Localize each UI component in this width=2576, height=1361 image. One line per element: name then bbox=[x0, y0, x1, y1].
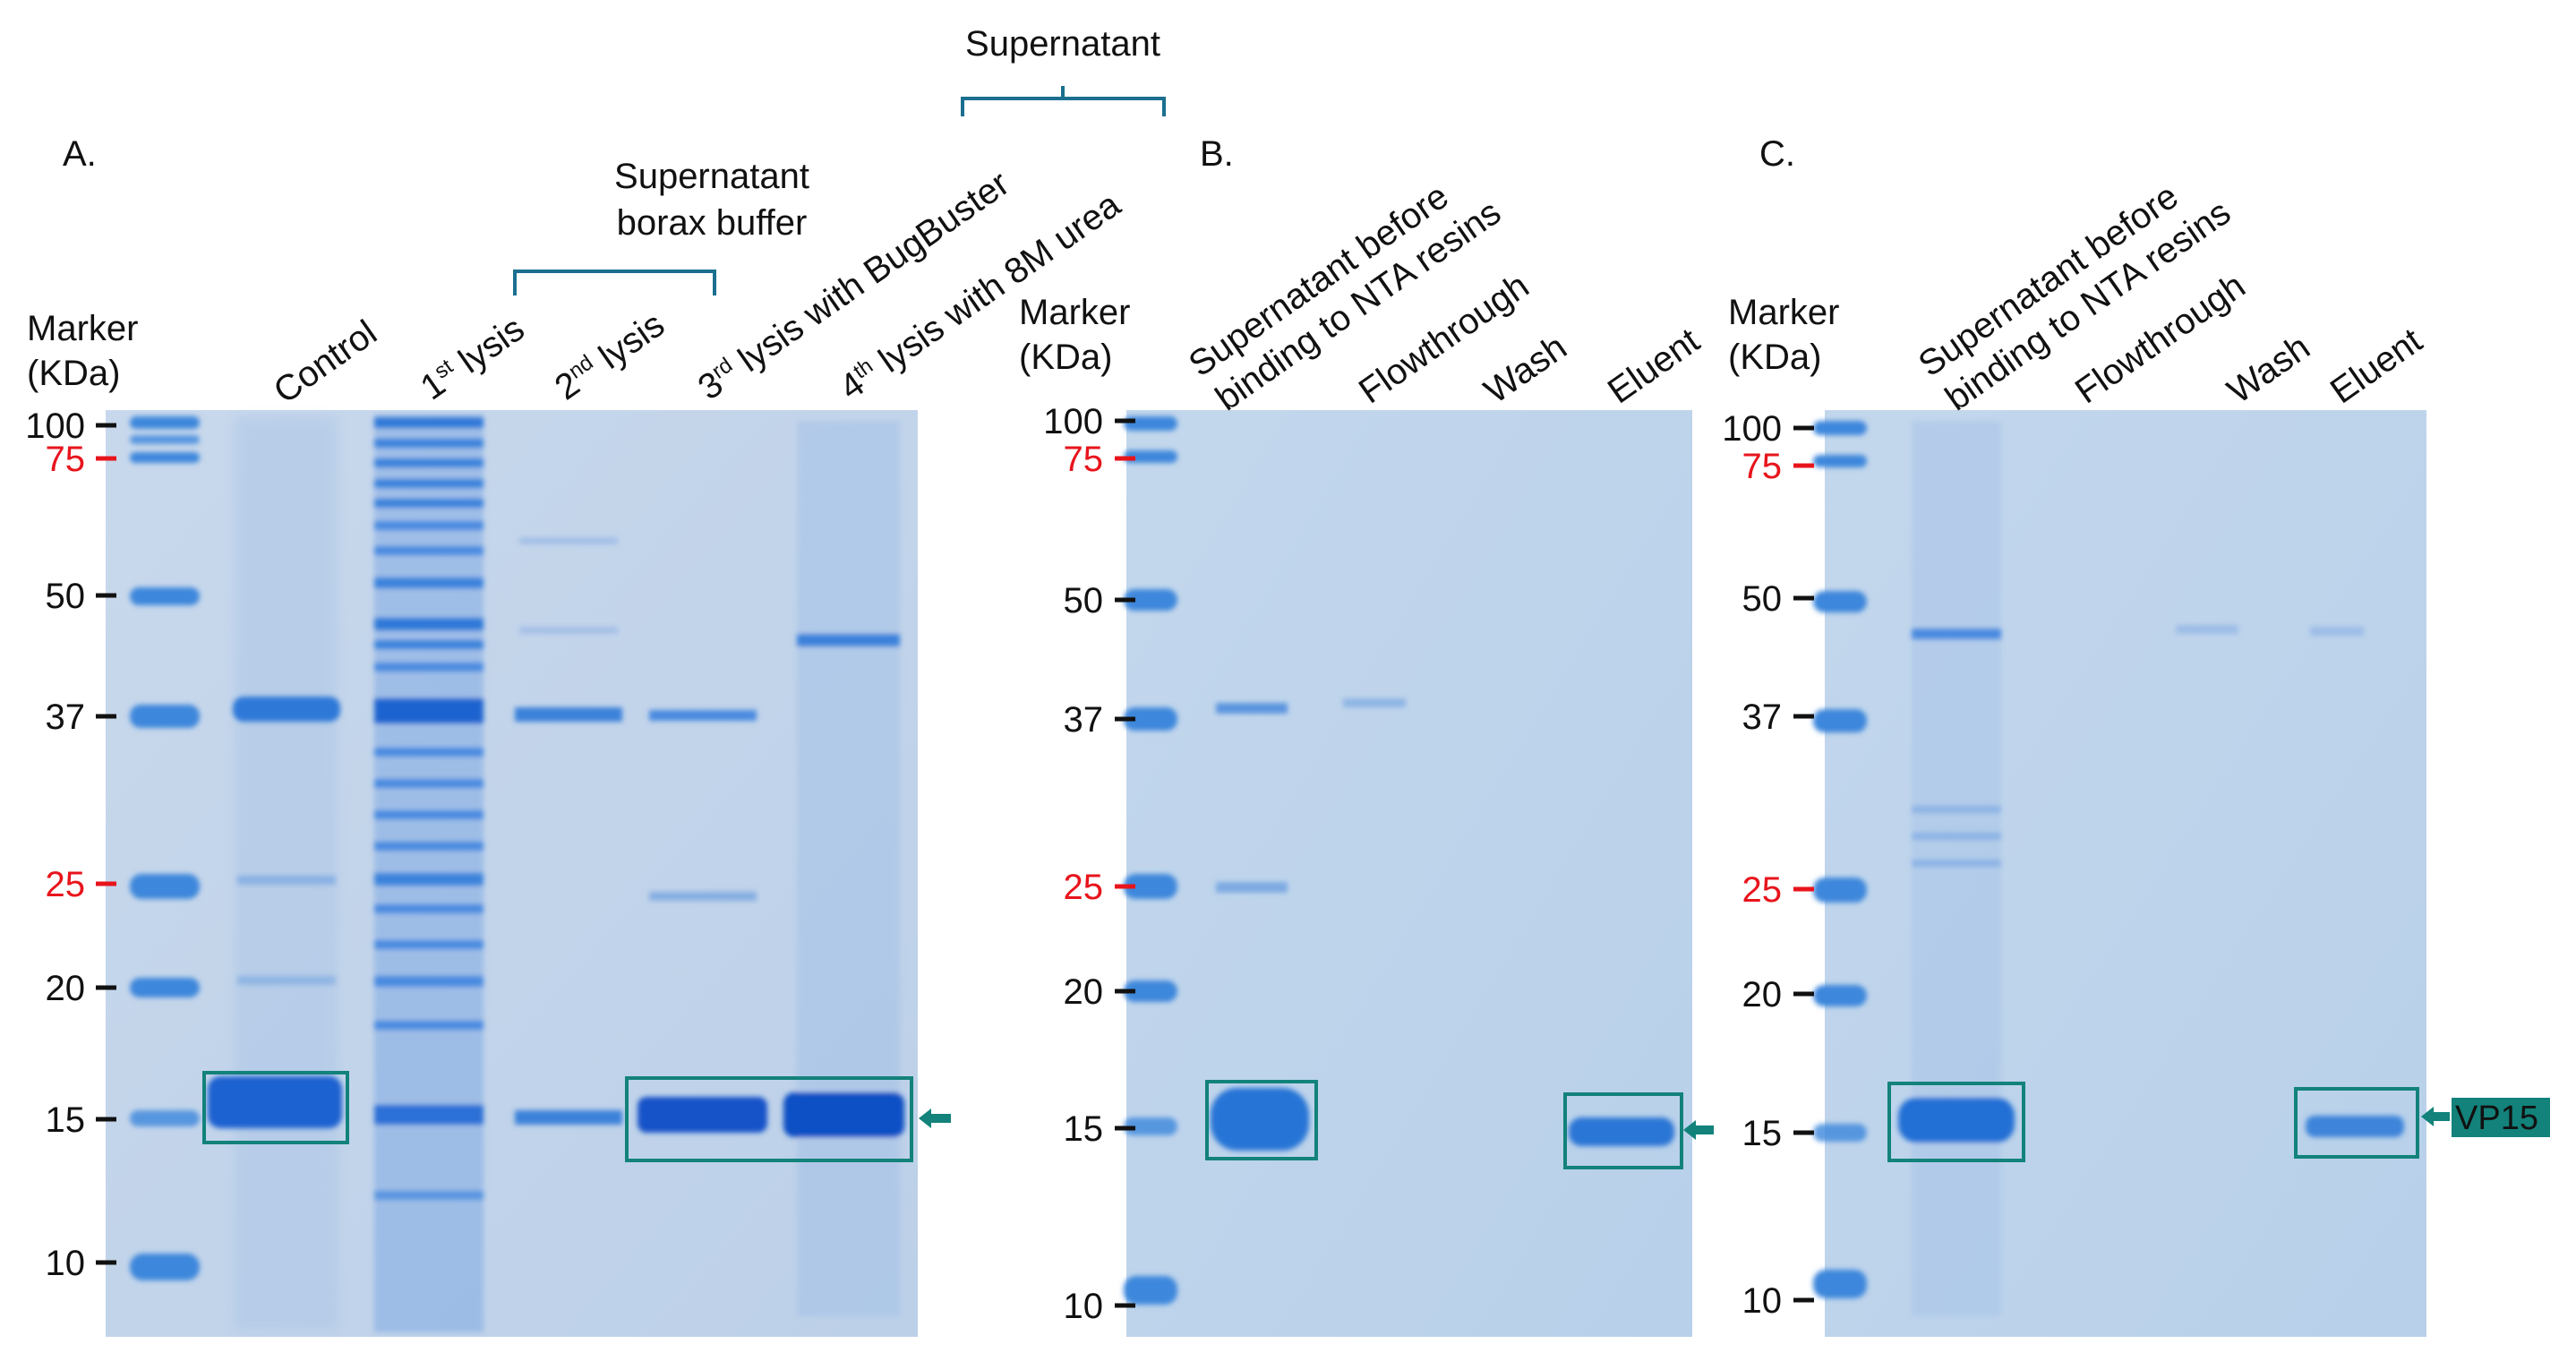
panel-b-lane-label-4: Eluent bbox=[1601, 321, 1707, 411]
panel-b-ladder-10: 10 bbox=[1064, 1287, 1104, 1326]
highlight-box-b-eluent bbox=[1563, 1092, 1683, 1169]
panel-c-ladder-75: 75 bbox=[1742, 447, 1783, 486]
ladder-lane-c bbox=[1813, 421, 1867, 1298]
top-bracket-label: Supernatant bbox=[965, 24, 1160, 64]
panel-b-marker-header: Marker bbox=[1019, 293, 1130, 332]
panel-a-ladder-75: 75 bbox=[46, 440, 86, 479]
arrow-icon bbox=[919, 1108, 951, 1128]
panel-b-ladder-15: 15 bbox=[1064, 1109, 1104, 1149]
panel-b-ladder-20: 20 bbox=[1064, 972, 1104, 1012]
panel-a-ladder-37: 37 bbox=[46, 698, 86, 737]
bracket-borax bbox=[513, 270, 716, 295]
panel-a-lane-label-3: 2nd lysis bbox=[548, 304, 672, 407]
panel-b-ladder-75: 75 bbox=[1064, 440, 1104, 479]
panel-c: VP15 bbox=[1813, 410, 2550, 1337]
panel-b bbox=[1124, 410, 1714, 1337]
panel-c-ladder-10: 10 bbox=[1742, 1281, 1783, 1321]
arrow-icon bbox=[1683, 1120, 1714, 1140]
panel-a-letter: A. bbox=[63, 134, 97, 174]
panel-c-letter: C. bbox=[1759, 134, 1795, 174]
panel-c-ladder-100: 100 bbox=[1722, 409, 1782, 449]
lane-2nd-lysis bbox=[515, 537, 622, 1125]
panel-c-ladder-37: 37 bbox=[1742, 698, 1783, 737]
panel-a bbox=[106, 86, 1166, 1337]
highlight-box-c-eluent bbox=[2294, 1087, 2419, 1159]
highlight-box-c-supernatant bbox=[1887, 1082, 2025, 1162]
lane-3rd-lysis bbox=[638, 710, 767, 1133]
panel-c-ladder-20: 20 bbox=[1742, 975, 1783, 1014]
vp15-tag bbox=[2452, 1098, 2550, 1137]
panel-b-ladder-37: 37 bbox=[1064, 700, 1104, 740]
panel-b-lane-label-3: Wash bbox=[1477, 328, 1574, 412]
panel-b-letter: B. bbox=[1200, 134, 1234, 174]
panel-a-ladder-50: 50 bbox=[46, 577, 86, 616]
panel-c-marker-header: Marker bbox=[1728, 293, 1839, 332]
ladder-lane-b bbox=[1124, 416, 1177, 1305]
bracket-top bbox=[961, 97, 1166, 116]
panel-a-lane-label-2: 1st lysis bbox=[414, 309, 532, 408]
lane-supernatant-b bbox=[1211, 703, 1309, 1151]
gel-b bbox=[1126, 410, 1692, 1337]
panel-a-ladder-10: 10 bbox=[46, 1244, 86, 1283]
panel-a-marker-header: Marker bbox=[27, 309, 138, 348]
panel-b-ladder-50: 50 bbox=[1064, 581, 1104, 621]
lane-1st-lysis bbox=[374, 415, 484, 1332]
panel-b-ladder-25: 25 bbox=[1064, 868, 1104, 907]
bracket-label-supernatant: Supernatant bbox=[614, 157, 809, 196]
panel-c-lane-label-4: Eluent bbox=[2324, 321, 2429, 411]
lane-4th-lysis bbox=[783, 421, 904, 1316]
panel-c-ladder-15: 15 bbox=[1742, 1114, 1783, 1153]
panel-a-ladder-20: 20 bbox=[46, 969, 86, 1008]
panel-a-ladder-25: 25 bbox=[46, 865, 86, 904]
panel-c-unit-header: (KDa) bbox=[1728, 338, 1821, 377]
lane-supernatant-c bbox=[1898, 421, 2015, 1316]
panel-c-ladder-25: 25 bbox=[1742, 870, 1783, 910]
lane-control bbox=[208, 416, 342, 1330]
vp15-label: VP15 bbox=[2455, 1100, 2538, 1137]
arrow-icon bbox=[2421, 1107, 2450, 1126]
panel-a-lane-label-1: Control bbox=[267, 312, 384, 411]
panel-a-ladder-15: 15 bbox=[46, 1100, 86, 1140]
gel-a bbox=[106, 410, 918, 1337]
ladder-lane-a bbox=[130, 416, 200, 1280]
highlight-box-3rd-4th bbox=[625, 1076, 913, 1162]
panel-a-ladder-100: 100 bbox=[25, 407, 85, 446]
panel-b-unit-header: (KDa) bbox=[1019, 338, 1112, 377]
highlight-box-control bbox=[202, 1071, 349, 1144]
highlight-box-b-supernatant bbox=[1205, 1080, 1318, 1160]
panel-a-unit-header: (KDa) bbox=[27, 354, 120, 393]
panel-c-lane-label-3: Wash bbox=[2221, 328, 2317, 412]
bracket-label-borax: borax buffer bbox=[617, 203, 808, 243]
panel-b-ladder-100: 100 bbox=[1043, 402, 1103, 441]
panel-c-ladder-50: 50 bbox=[1742, 579, 1783, 619]
